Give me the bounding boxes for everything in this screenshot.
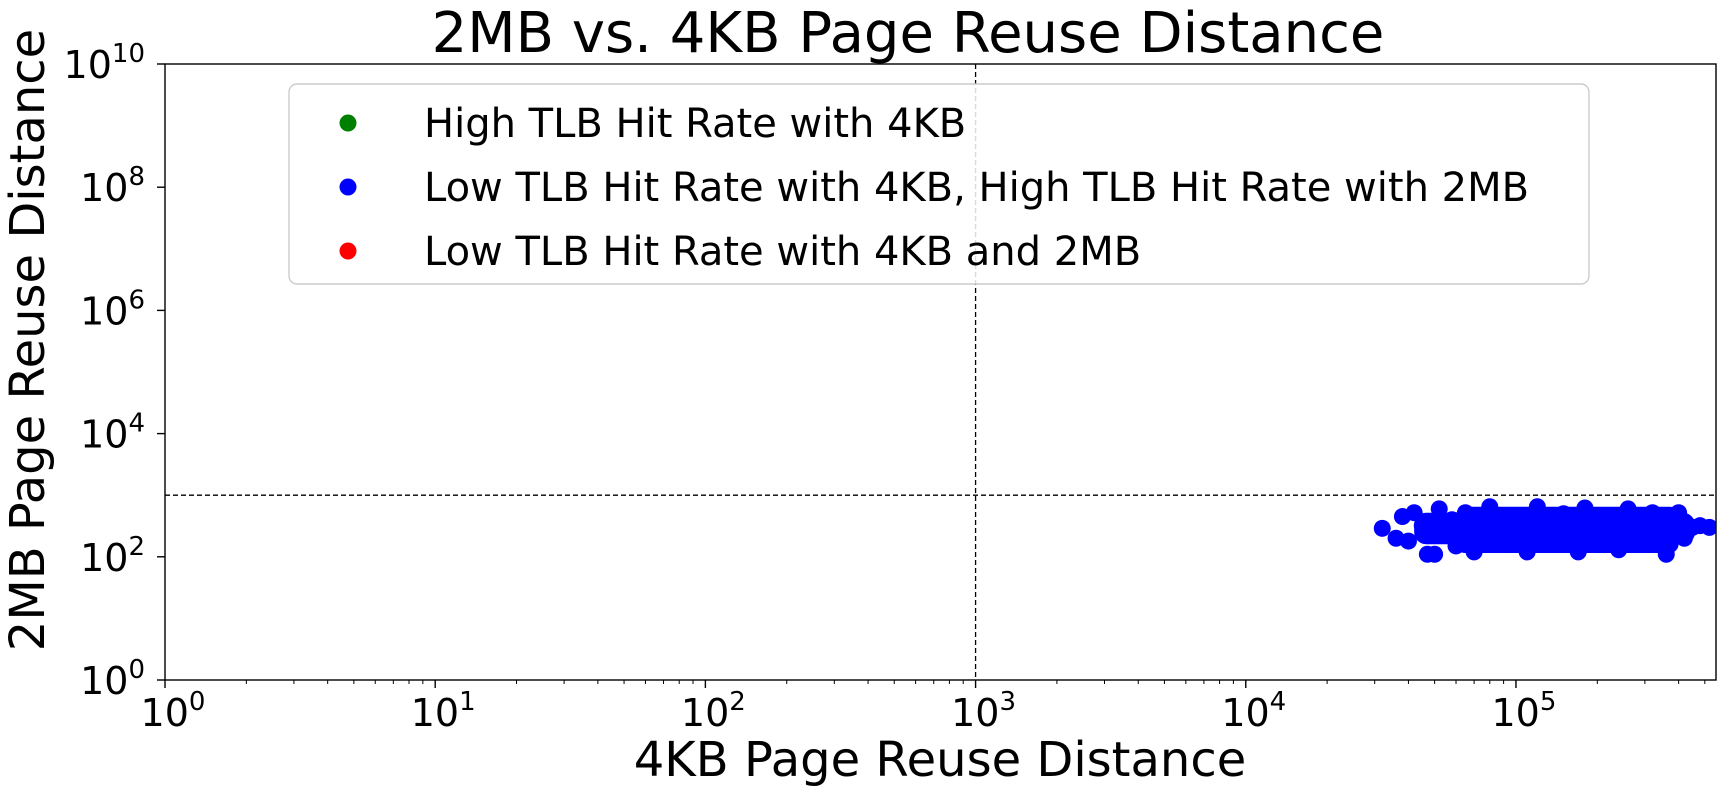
y-tick-label-exponent: 4 [128,409,145,439]
x-tick-label: 101 [411,687,476,735]
y-tick-label-exponent: 10 [112,39,145,69]
legend-marker [339,242,357,260]
legend-marker [339,178,357,196]
x-tick-label-exponent: 5 [1540,687,1557,717]
data-point [1588,527,1606,545]
data-point [1657,545,1675,563]
data-point [1430,500,1448,518]
data-point [1670,504,1688,522]
series-points-group [1373,498,1716,563]
legend-box [288,83,1590,285]
y-tick-label-exponent: 2 [128,532,145,562]
data-point [1700,518,1716,536]
data-point [1569,543,1587,561]
x-tick-label: 102 [681,687,746,735]
x-tick-label-base: 10 [951,691,999,735]
x-tick-label-exponent: 1 [459,687,476,717]
data-point [1538,520,1556,538]
data-point [1456,504,1474,522]
y-tick-label-base: 10 [80,659,128,703]
x-tick-label-base: 10 [141,691,189,735]
legend-entry-label: High TLB Hit Rate with 4KB [424,101,966,147]
data-point [1373,519,1391,537]
y-tick-label-base: 10 [80,166,128,210]
data-point [1465,543,1483,561]
data-point [1495,529,1513,547]
data-point [1628,518,1646,536]
data-point [1443,511,1461,529]
x-tick-label-base: 10 [411,691,459,735]
data-point [1651,524,1669,542]
data-point [1399,532,1417,550]
y-tick-label: 100 [80,655,145,703]
y-tick-label-exponent: 8 [128,162,145,192]
data-point [1610,541,1628,559]
y-tick-label-base: 10 [80,413,128,457]
data-point [1576,499,1594,517]
data-point [1528,498,1546,516]
legend-entry-label: Low TLB Hit Rate with 4KB and 2MB [424,229,1141,275]
x-tick-label-exponent: 4 [1270,687,1287,717]
y-tick-label: 102 [80,532,145,580]
chart-title: 2MB vs. 4KB Page Reuse Distance [432,1,1385,66]
y-tick-label-base: 10 [80,536,128,580]
data-point [1643,504,1661,522]
x-tick-label-exponent: 2 [729,687,746,717]
y-tick-label-base: 10 [64,43,112,87]
legend: High TLB Hit Rate with 4KB Low TLB Hit Ra… [288,83,1590,285]
y-tick-label: 108 [80,162,145,210]
x-tick-label: 104 [1221,687,1286,735]
x-tick-label-exponent: 3 [999,687,1016,717]
data-point [1562,514,1580,532]
y-tick-label-exponent: 0 [128,655,145,685]
data-point [1636,532,1654,550]
y-tick-label: 106 [80,285,145,333]
x-tick-label: 100 [141,687,206,735]
y-tick-label-base: 10 [80,289,128,333]
y-tick-label: 104 [80,409,145,457]
x-tick-label: 103 [951,687,1016,735]
x-tick-label-base: 10 [1221,691,1269,735]
data-point [1599,508,1617,526]
x-axis-label: 4KB Page Reuse Distance [634,732,1247,788]
data-point [1518,543,1536,561]
data-point [1481,498,1499,516]
data-point [1507,509,1525,527]
data-point [1437,524,1455,542]
legend-entry-label: Low TLB Hit Rate with 4KB, High TLB Hit … [424,165,1529,211]
plot-frame [164,63,1717,681]
y-axis-label: 2MB Page Reuse Distance [0,29,56,651]
x-tick-label-exponent: 0 [189,687,206,717]
data-point [1426,545,1444,563]
data-point [1413,517,1431,535]
x-tick-label-base: 10 [681,691,729,735]
x-tick-label-base: 10 [1492,691,1540,735]
y-tick-label-exponent: 6 [128,285,145,315]
y-tick-label: 1010 [64,39,145,87]
data-point [1473,518,1491,536]
data-point [1619,500,1637,518]
data-point [1546,535,1564,553]
legend-marker [339,114,357,132]
x-tick-label: 105 [1492,687,1557,735]
data-point [1405,504,1423,522]
data-point [1447,537,1465,555]
